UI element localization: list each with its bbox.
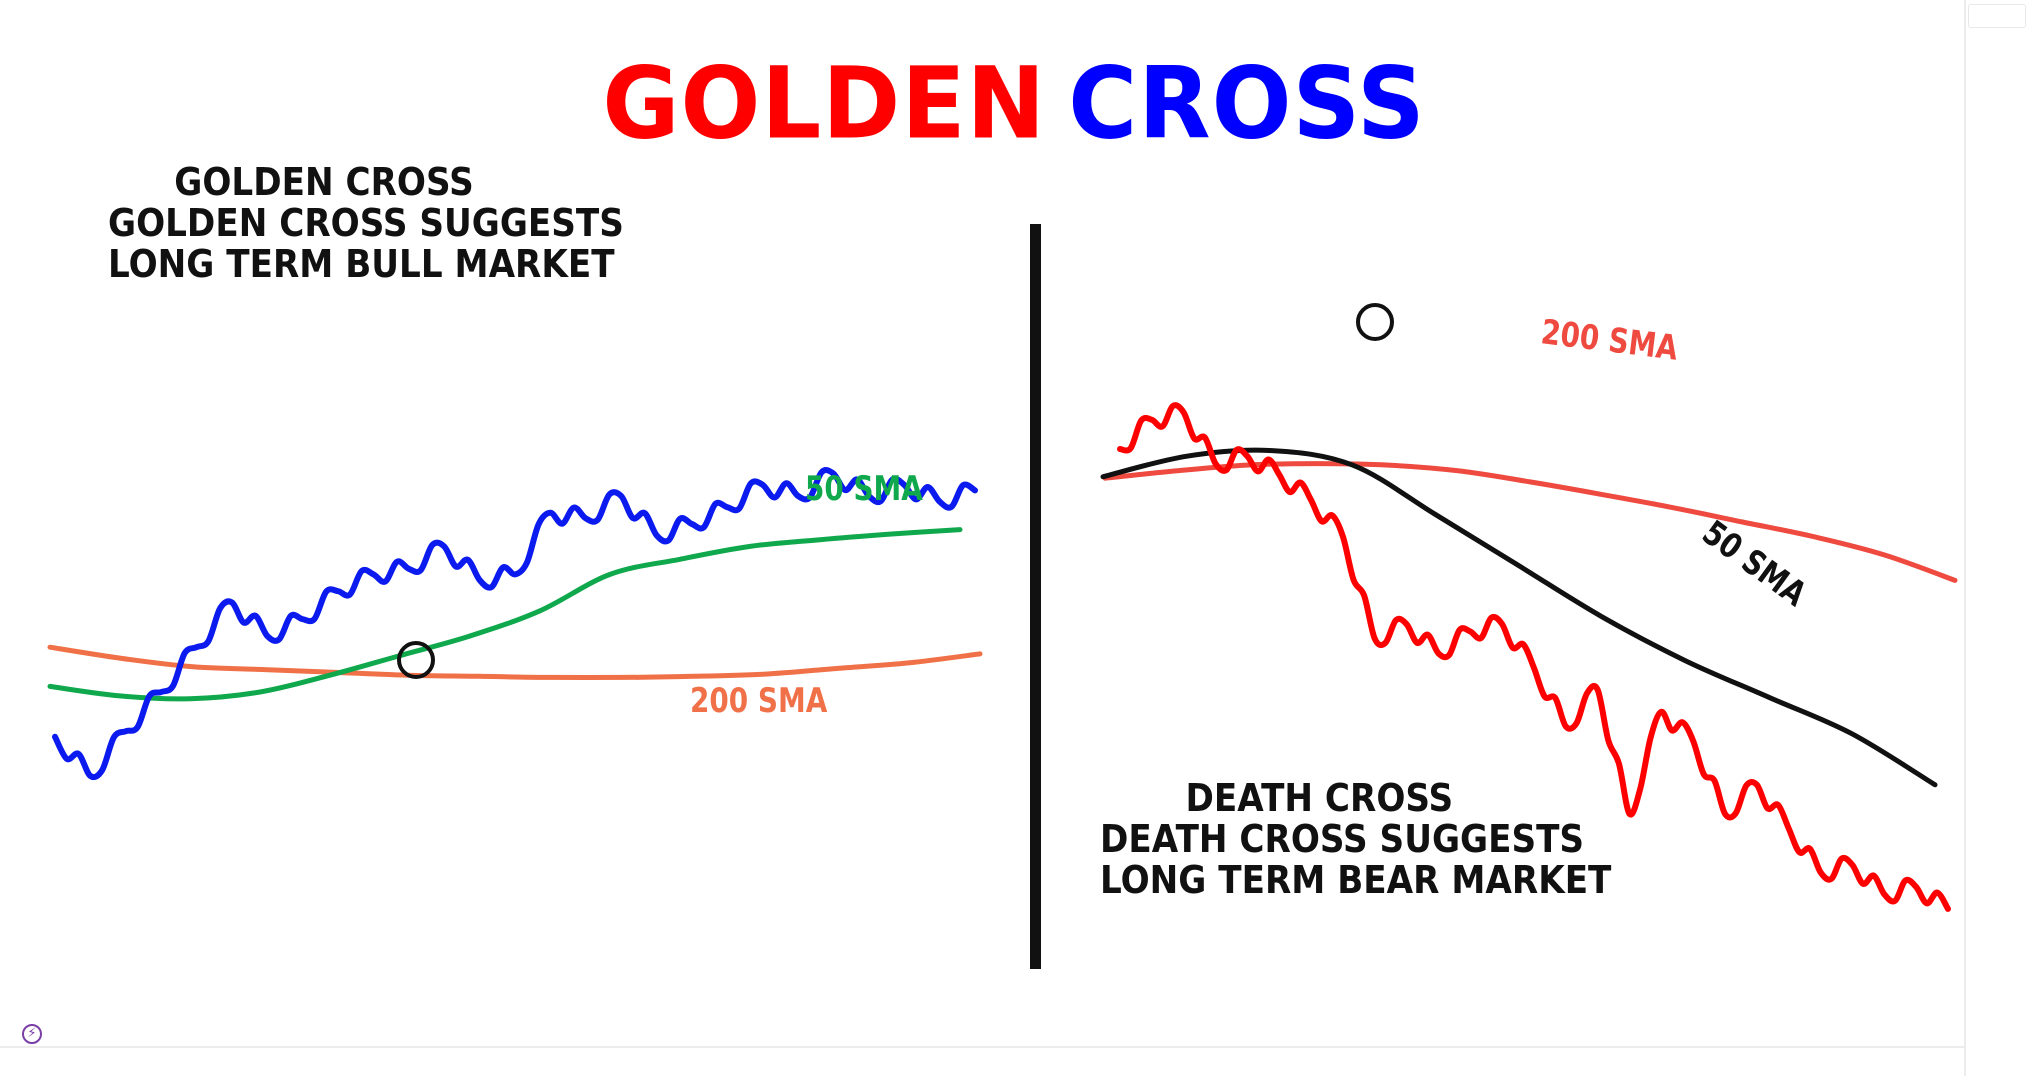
golden-cross-chart: 50 SMA 200 SMA (47, 467, 983, 781)
caption-line: LONG TERM BULL MARKET (108, 242, 615, 286)
50-sma-line (1100, 447, 1938, 788)
title-golden: GOLDEN (602, 47, 1047, 162)
golden-cross-caption: GOLDEN CROSS GOLDEN CROSS SUGGESTS LONG … (108, 160, 624, 286)
sma-label: 50 SMA (805, 469, 923, 508)
200-sma-line (1102, 461, 1958, 583)
caption-line: LONG TERM BEAR MARKET (1100, 858, 1612, 902)
caption-line: GOLDEN CROSS (174, 160, 474, 204)
corner-box (1968, 4, 2026, 28)
50-sma-line (47, 527, 963, 702)
sma-label: 50 SMA (1695, 513, 1813, 614)
page-title: GOLDEN CROSS (0, 47, 2028, 162)
page-edge (0, 1046, 1964, 1048)
caption-line: GOLDEN CROSS SUGGESTS (108, 201, 624, 245)
cross-marker (1356, 303, 1394, 341)
caption-line: DEATH CROSS SUGGESTS (1100, 817, 1585, 861)
sma-label: 200 SMA (1539, 313, 1680, 369)
page-edge (1964, 0, 1966, 1076)
price-line (52, 467, 978, 781)
panel-divider (1030, 224, 1041, 969)
caption-line: DEATH CROSS (1185, 776, 1454, 820)
cross-marker (397, 641, 435, 679)
bolt-icon[interactable]: ⚡ (22, 1024, 42, 1044)
200-sma-line (47, 644, 983, 681)
title-cross: CROSS (1068, 47, 1426, 162)
death-cross-caption: DEATH CROSS DEATH CROSS SUGGESTS LONG TE… (1100, 778, 1611, 901)
sma-label: 200 SMA (690, 681, 827, 720)
price-line (1117, 402, 1951, 912)
